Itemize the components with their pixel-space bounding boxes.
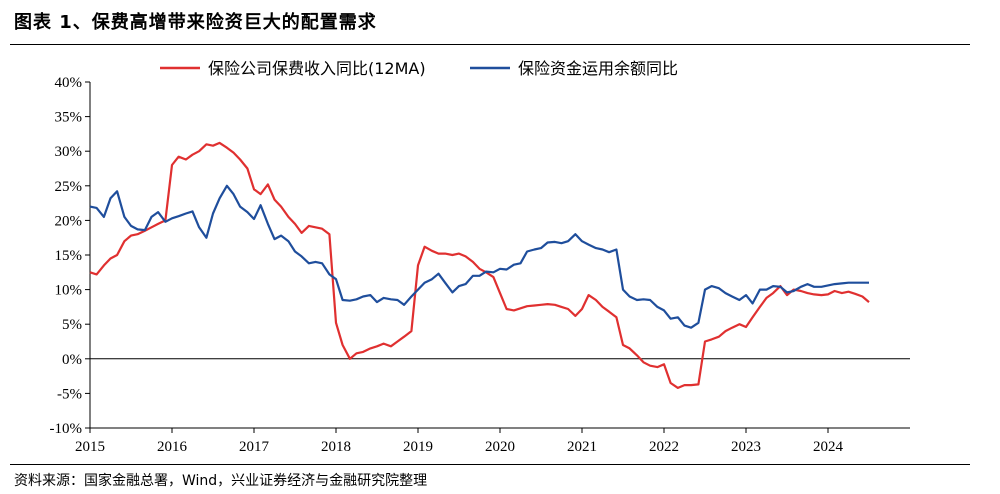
bottom-rule [10, 464, 970, 465]
y-tick-label: 10% [55, 283, 83, 299]
x-tick-label: 2018 [321, 439, 351, 455]
x-tick-label: 2022 [649, 439, 679, 455]
x-tick-label: 2021 [567, 439, 597, 455]
y-tick-label: 20% [55, 213, 83, 229]
y-tick-label: 40% [55, 75, 83, 91]
x-tick-label: 2024 [813, 439, 844, 455]
y-tick-label: 25% [55, 179, 83, 195]
y-tick-label: -5% [57, 386, 82, 402]
line-chart: -10%-5%0%5%10%15%20%25%30%35%40% 2015 201… [50, 59, 910, 455]
legend-label-1: 保险公司保费收入同比(12MA) [208, 59, 426, 78]
x-tick-label: 2017 [239, 439, 270, 455]
series-line-2 [89, 184, 869, 329]
y-tick-label: 0% [62, 352, 82, 368]
chart-axes [89, 82, 910, 429]
series-line-1 [89, 141, 870, 389]
x-tick-label: 2015 [75, 439, 105, 455]
y-tick-label: -10% [50, 421, 83, 437]
x-tick-label: 2020 [485, 439, 515, 455]
chart-legend: 保险公司保费收入同比(12MA) 保险资金运用余额同比 [160, 59, 678, 78]
chart-series [89, 141, 870, 389]
x-tick-label: 2019 [403, 439, 433, 455]
y-tick-label: 15% [55, 248, 83, 264]
x-tick-label: 2016 [157, 439, 188, 455]
x-tick-label: 2023 [731, 439, 761, 455]
y-axis-ticks: -10% -5% 0% 5% 10% 15% 20% 25% 30% 35% 40% [50, 75, 90, 437]
top-rule [10, 44, 970, 45]
y-tick-label: 30% [55, 144, 83, 160]
x-axis-ticks: 2015 2016 2017 2018 2019 2020 2021 2022 2023 2024 [75, 428, 844, 455]
y-tick-label: 35% [55, 110, 83, 126]
y-tick-label: 5% [62, 317, 82, 333]
chart-title: 图表 1、保费高增带来险资巨大的配置需求 [14, 12, 377, 33]
source-note: 资料来源：国家金融总署，Wind，兴业证券经济与金融研究院整理 [14, 473, 428, 489]
legend-label-2: 保险资金运用余额同比 [518, 59, 678, 78]
